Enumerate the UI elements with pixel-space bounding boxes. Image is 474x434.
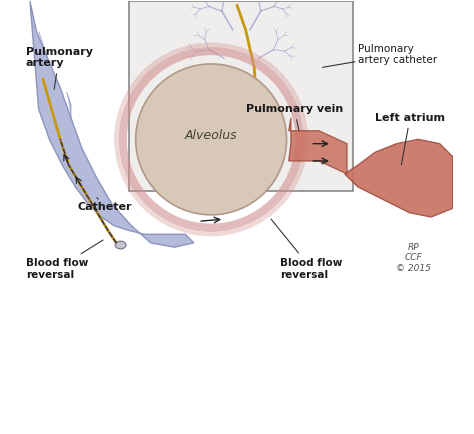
Text: Alveolus: Alveolus (185, 128, 237, 141)
Text: RP
CCF
© 2015: RP CCF © 2015 (396, 243, 431, 273)
Polygon shape (345, 139, 453, 217)
Text: Left atrium: Left atrium (375, 113, 445, 164)
Ellipse shape (222, 115, 283, 184)
Circle shape (136, 64, 287, 215)
Text: Blood flow
reversal: Blood flow reversal (26, 240, 103, 279)
Ellipse shape (115, 241, 126, 249)
Text: Pulmonary vein: Pulmonary vein (246, 104, 343, 130)
FancyBboxPatch shape (129, 1, 354, 191)
Polygon shape (17, 0, 30, 1)
Text: Pulmonary
artery catheter: Pulmonary artery catheter (322, 44, 437, 67)
Polygon shape (67, 92, 71, 118)
Polygon shape (30, 1, 194, 247)
Text: Blood flow
reversal: Blood flow reversal (271, 219, 343, 279)
Polygon shape (289, 118, 347, 174)
Polygon shape (39, 32, 47, 57)
Text: Pulmonary
artery: Pulmonary artery (26, 46, 93, 89)
Text: Catheter: Catheter (77, 197, 132, 212)
